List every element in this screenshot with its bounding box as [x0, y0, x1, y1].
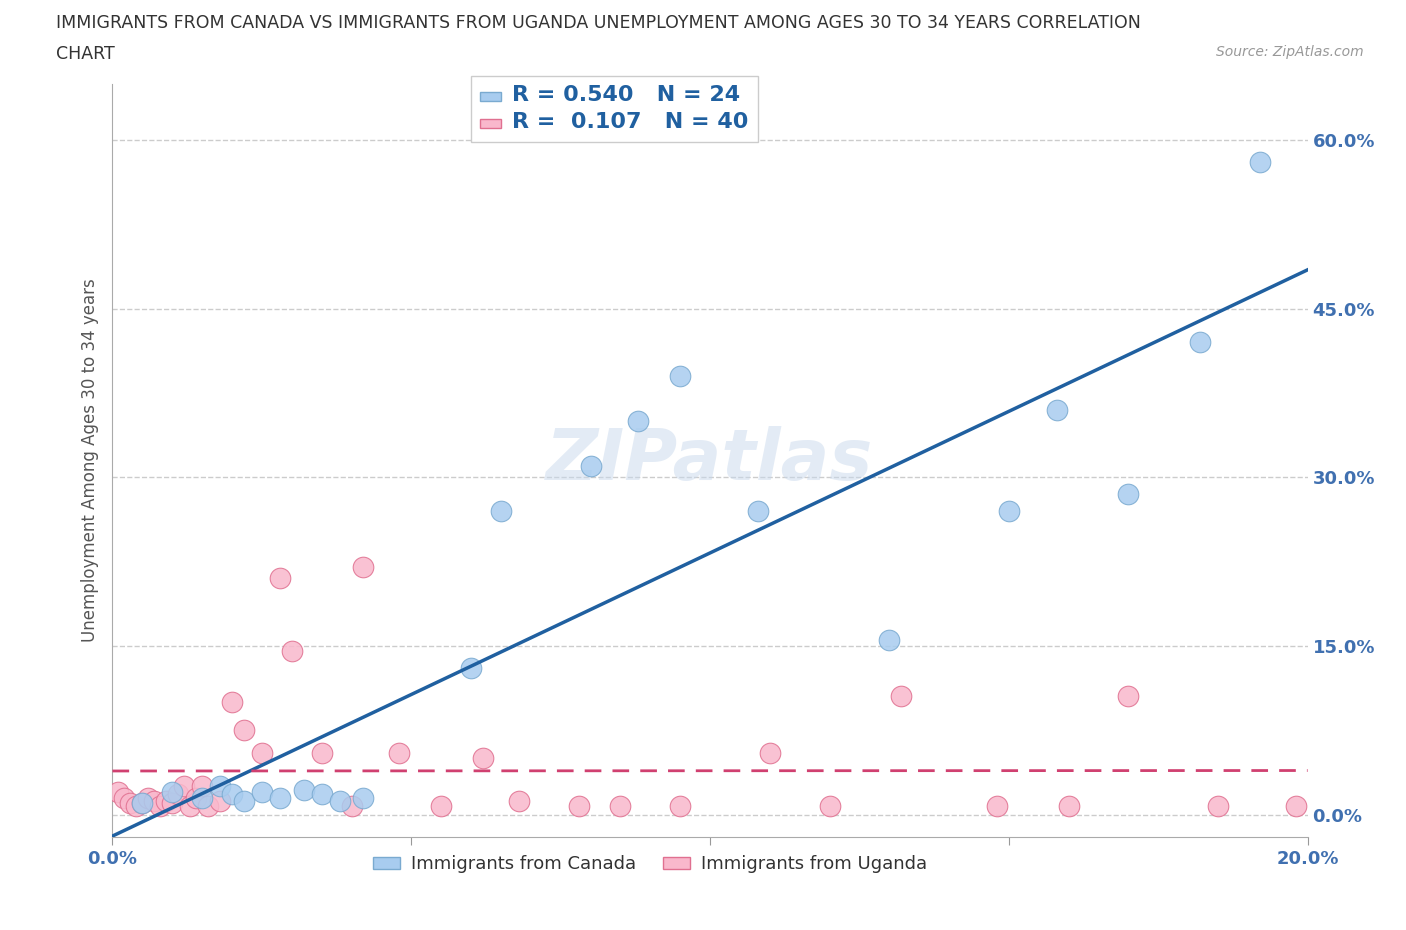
Point [250, 785, 273, 800]
Point [340, 798, 363, 813]
Point [197, 798, 219, 813]
Text: IMMIGRANTS FROM CANADA VS IMMIGRANTS FROM UGANDA UNEMPLOYMENT AMONG AGES 30 TO 3: IMMIGRANTS FROM CANADA VS IMMIGRANTS FRO… [56, 14, 1142, 32]
Point [986, 798, 1008, 813]
Point [221, 695, 243, 710]
Point [292, 782, 315, 797]
Point [311, 787, 333, 802]
Point [250, 745, 273, 760]
Point [138, 790, 160, 805]
Text: CHART: CHART [56, 45, 115, 62]
Point [489, 503, 512, 518]
Point [125, 798, 148, 813]
Point [143, 793, 166, 808]
Point [281, 644, 304, 659]
Point [998, 503, 1021, 518]
Point [579, 458, 602, 473]
Point [131, 796, 153, 811]
Point [460, 661, 482, 676]
Point [162, 796, 183, 811]
Point [568, 798, 591, 813]
Point [430, 798, 453, 813]
Point [233, 793, 256, 808]
Point [508, 793, 530, 808]
Point [269, 790, 291, 805]
Point [1057, 798, 1080, 813]
Point [191, 779, 214, 794]
Point [388, 745, 411, 760]
Point [627, 414, 650, 429]
Point [353, 790, 375, 805]
Point [167, 787, 190, 802]
Point [233, 723, 256, 737]
Point [329, 793, 352, 808]
Point [1118, 689, 1140, 704]
Text: Source: ZipAtlas.com: Source: ZipAtlas.com [1216, 45, 1364, 59]
Point [209, 793, 232, 808]
Point [1189, 335, 1212, 350]
Point [114, 790, 135, 805]
Point [107, 785, 129, 800]
Point [221, 787, 243, 802]
Point [209, 779, 232, 794]
Point [759, 745, 782, 760]
Point [179, 798, 201, 813]
Point [1206, 798, 1229, 813]
Point [472, 751, 495, 765]
Point [149, 798, 172, 813]
Point [1046, 403, 1069, 418]
Point [818, 798, 841, 813]
Point [669, 368, 692, 383]
Text: ZIPatlas: ZIPatlas [547, 426, 873, 495]
Point [269, 571, 291, 586]
Point [669, 798, 692, 813]
Point [353, 560, 375, 575]
Point [131, 796, 153, 811]
Point [173, 779, 195, 794]
Point [747, 503, 769, 518]
Point [609, 798, 631, 813]
Point [191, 790, 214, 805]
Point [1249, 155, 1271, 170]
Legend: Immigrants from Canada, Immigrants from Uganda: Immigrants from Canada, Immigrants from … [366, 848, 935, 881]
Point [311, 745, 333, 760]
Y-axis label: Unemployment Among Ages 30 to 34 years: Unemployment Among Ages 30 to 34 years [80, 278, 98, 643]
Point [879, 632, 901, 647]
Point [162, 785, 183, 800]
Point [890, 689, 912, 704]
Point [186, 790, 208, 805]
Point [155, 793, 177, 808]
Point [1118, 486, 1140, 501]
Point [1285, 798, 1308, 813]
Point [120, 796, 142, 811]
